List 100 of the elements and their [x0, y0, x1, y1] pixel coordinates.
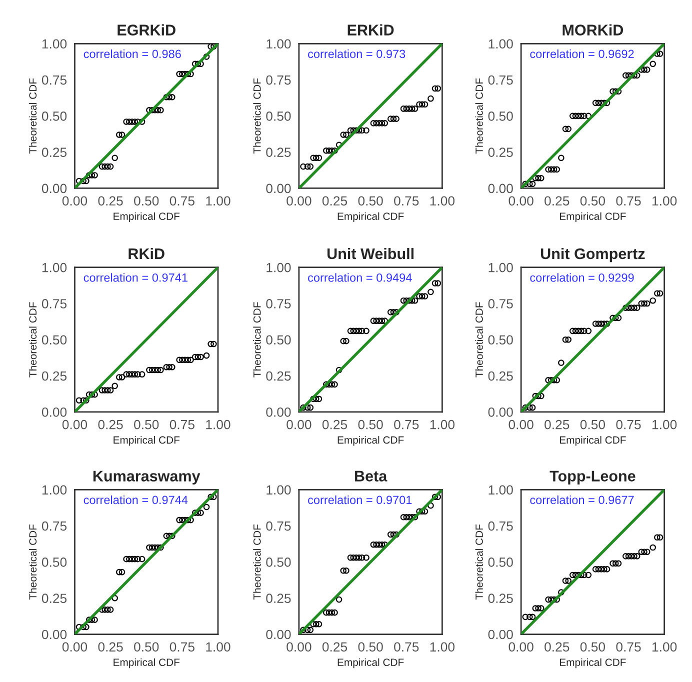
y-tick-label: 1.00: [42, 39, 67, 49]
x-tick-label: 0.75: [616, 642, 641, 652]
y-tick-label: 0.50: [488, 335, 513, 345]
x-tick-label: 0.75: [170, 196, 194, 206]
x-axis-title: Empirical CDF: [114, 212, 180, 222]
x-tick-label: 0.75: [394, 642, 419, 652]
x-tick-label: 0.00: [286, 642, 312, 652]
x-tick-label: 0.25: [98, 642, 123, 652]
y-axis-title: Theoretical CDF: [475, 524, 483, 600]
y-tick-label: 0.50: [42, 335, 67, 345]
x-tick-label: 0.00: [62, 420, 88, 430]
x-tick-label: 0.50: [134, 196, 159, 206]
x-tick-label: 1.00: [430, 642, 455, 652]
annotation: correlation = 0.9741: [84, 273, 188, 282]
x-tick-label: 0.25: [322, 196, 348, 206]
x-tick-label: 0.25: [322, 642, 348, 652]
x-tick-label: 0.50: [134, 642, 159, 652]
chart-title: Kumaraswamy: [93, 470, 200, 485]
y-tick-label: 0.00: [42, 630, 67, 640]
x-axis-title: Empirical CDF: [114, 436, 180, 446]
y-tick-label: 1.00: [488, 39, 513, 49]
y-axis-title: Theoretical CDF: [253, 78, 261, 154]
y-tick-label: 0.75: [42, 521, 67, 531]
annotation: correlation = 0.9744: [84, 495, 188, 504]
y-tick-label: 0.00: [488, 407, 513, 417]
x-axis-title: Empirical CDF: [560, 658, 626, 668]
x-tick-label: 0.75: [170, 642, 194, 652]
annotation: correlation = 0.9677: [530, 495, 634, 504]
y-tick-label: 0.25: [266, 148, 291, 157]
x-tick-label: 0.25: [322, 420, 348, 430]
chart-title: RKiD: [128, 248, 164, 260]
chart-title: MORKiD: [562, 24, 624, 36]
y-tick-label: 0.00: [266, 630, 291, 640]
y-tick-label: 0.50: [266, 558, 291, 567]
x-tick-label: 0.50: [358, 420, 383, 430]
x-tick-label: 1.00: [430, 196, 455, 206]
y-tick-label: 0.00: [266, 407, 291, 417]
x-tick-label: 0.25: [544, 420, 570, 430]
y-axis-title: Theoretical CDF: [28, 78, 37, 154]
y-axis-title: Theoretical CDF: [28, 302, 37, 378]
y-tick-label: 0.50: [488, 112, 513, 121]
x-tick-label: 0.00: [508, 420, 534, 430]
y-tick-label: 0.25: [42, 594, 67, 604]
y-tick-label: 1.00: [266, 262, 291, 272]
x-tick-label: 0.25: [544, 642, 570, 652]
annotation: correlation = 0.9701: [308, 495, 412, 504]
y-tick-label: 0.25: [42, 371, 67, 381]
x-tick-label: 0.00: [62, 196, 88, 206]
x-tick-label: 0.50: [580, 196, 606, 206]
x-tick-label: 0.00: [508, 196, 534, 206]
x-axis-title: Empirical CDF: [560, 436, 626, 446]
x-tick-label: 0.75: [616, 420, 641, 430]
chart-title: Unit Weibull: [327, 248, 414, 260]
y-tick-label: 1.00: [42, 262, 67, 272]
annotation: correlation = 0.973: [308, 49, 406, 58]
chart-title: EGRKiD: [118, 24, 176, 36]
y-axis-title: Theoretical CDF: [253, 524, 261, 600]
x-tick-label: 0.50: [134, 420, 159, 430]
y-tick-label: 1.00: [488, 262, 513, 272]
y-tick-label: 0.00: [266, 184, 291, 194]
y-tick-label: 1.00: [488, 485, 513, 495]
x-tick-label: 1.00: [206, 642, 230, 652]
x-tick-label: 0.00: [62, 642, 88, 652]
y-tick-label: 0.00: [42, 184, 67, 194]
y-tick-label: 0.00: [488, 184, 513, 194]
y-axis-title: Theoretical CDF: [475, 302, 483, 378]
x-tick-label: 0.50: [580, 642, 606, 652]
y-tick-label: 0.50: [42, 558, 67, 567]
y-tick-label: 0.75: [488, 299, 513, 308]
y-tick-label: 1.00: [266, 39, 291, 49]
x-tick-label: 1.00: [652, 642, 677, 652]
x-tick-label: 0.00: [286, 196, 312, 206]
y-tick-label: 0.50: [266, 335, 291, 345]
x-tick-label: 0.00: [286, 420, 312, 430]
x-tick-label: 0.25: [98, 420, 123, 430]
y-tick-label: 0.50: [42, 112, 67, 121]
x-tick-label: 0.50: [358, 642, 383, 652]
x-tick-label: 0.75: [616, 196, 641, 206]
y-tick-label: 0.75: [266, 521, 291, 531]
x-tick-label: 1.00: [430, 420, 455, 430]
x-tick-label: 0.25: [98, 196, 123, 206]
y-tick-label: 0.25: [266, 594, 291, 604]
y-tick-label: 0.25: [488, 148, 513, 157]
y-tick-label: 0.00: [488, 630, 513, 640]
chart-title: Unit Gompertz: [540, 248, 645, 262]
chart-title: ERKiD: [348, 24, 394, 36]
y-tick-label: 1.00: [42, 485, 67, 495]
x-axis-title: Empirical CDF: [338, 658, 404, 668]
y-tick-label: 0.50: [266, 112, 291, 121]
x-tick-label: 0.75: [394, 196, 419, 206]
annotation: correlation = 0.9494: [308, 273, 412, 282]
y-axis-title: Theoretical CDF: [28, 524, 37, 600]
x-axis-title: Empirical CDF: [560, 212, 626, 222]
y-tick-label: 0.75: [42, 75, 67, 85]
x-tick-label: 0.75: [170, 420, 194, 430]
y-tick-label: 0.75: [488, 75, 513, 85]
x-axis-title: Empirical CDF: [114, 658, 180, 668]
y-tick-label: 0.75: [42, 299, 67, 308]
chart-title: Beta: [355, 470, 388, 482]
x-axis-title: Empirical CDF: [338, 212, 404, 222]
